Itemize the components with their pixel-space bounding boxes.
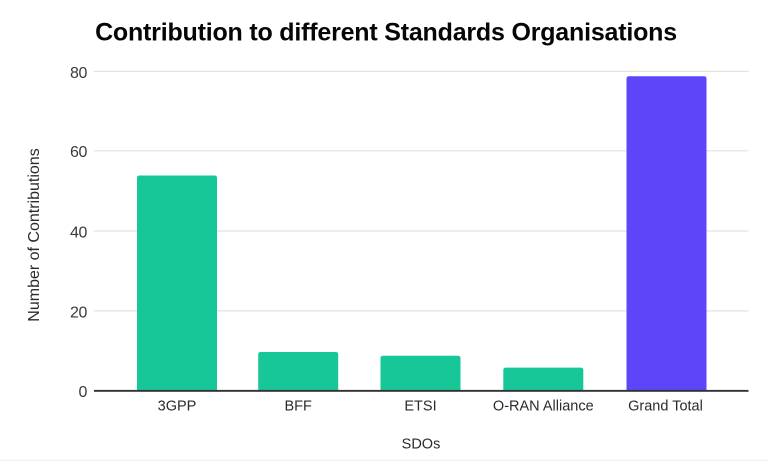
svg-text:0: 0 <box>79 384 88 401</box>
svg-text:Contribution to different Stan: Contribution to different Standards Orga… <box>95 18 677 46</box>
svg-text:Number of Contributions: Number of Contributions <box>26 148 43 321</box>
svg-text:20: 20 <box>70 304 87 321</box>
svg-text:SDOs: SDOs <box>402 437 441 453</box>
svg-text:O-RAN Alliance: O-RAN Alliance <box>493 398 594 414</box>
svg-text:3GPP: 3GPP <box>158 398 197 414</box>
svg-text:80: 80 <box>70 65 87 82</box>
svg-text:ETSI: ETSI <box>404 398 436 414</box>
svg-text:BFF: BFF <box>285 398 313 414</box>
svg-text:60: 60 <box>70 144 87 161</box>
svg-text:Grand Total: Grand Total <box>628 398 703 414</box>
svg-text:40: 40 <box>70 224 87 241</box>
